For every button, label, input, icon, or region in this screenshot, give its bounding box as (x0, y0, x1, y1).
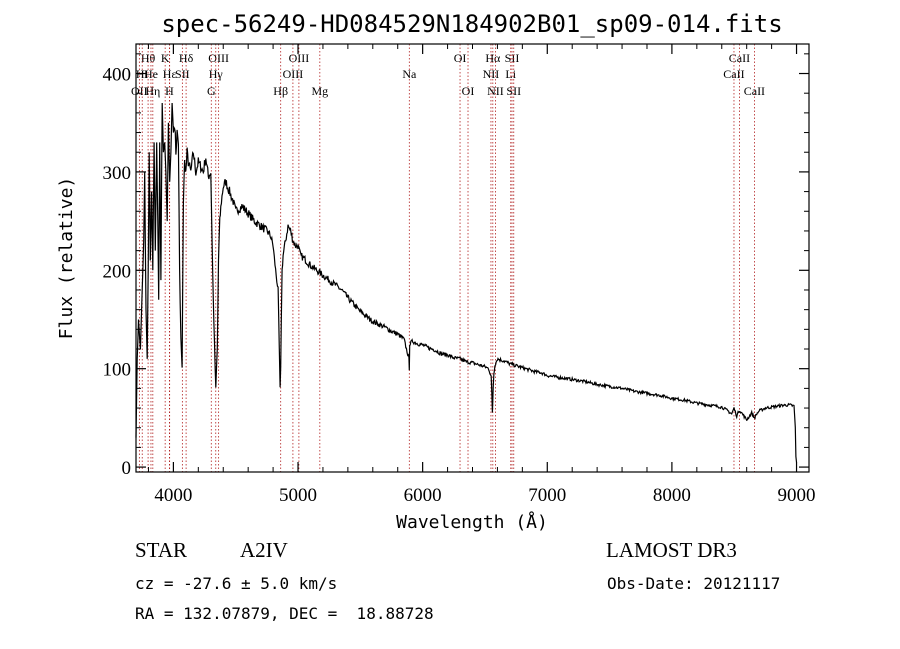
spectral-line-label: Hδ (179, 51, 194, 65)
obs-date: Obs-Date: 20121117 (607, 574, 781, 593)
y-axis-label: Flux (relative) (56, 177, 77, 340)
spectral-line-label: NII (483, 67, 500, 81)
survey-name: LAMOST DR3 (606, 538, 737, 562)
spectral-line-label: OII (131, 84, 148, 98)
y-tick-label: 200 (103, 261, 132, 282)
x-tick-label: 4000 (154, 485, 192, 506)
plot-frame (135, 43, 810, 473)
spectral-line-label: OIII (283, 67, 304, 81)
spectral-line-label: OIII (208, 51, 229, 65)
y-tick-label: 400 (103, 65, 132, 86)
spectral-line-label: Hη (145, 84, 160, 98)
x-tick-label: 6000 (404, 485, 442, 506)
y-tick-label: 0 (122, 458, 132, 479)
spectral-line-label: Li (505, 67, 516, 81)
spectral-line-label: SII (175, 67, 190, 81)
spectral-line-label: CaII (744, 84, 765, 98)
y-tick-label: 300 (103, 163, 132, 184)
spectral-line-label: SII (505, 51, 520, 65)
spectral-line-label: OI (454, 51, 467, 65)
chart-title: spec-56249-HD084529N184902B01_sp09-014.f… (161, 10, 782, 38)
spectral-line-label: OI (462, 84, 475, 98)
spectral-line-label: K (161, 51, 170, 65)
spectral-line-label: NII (487, 84, 504, 98)
spectral-line-label: Hα (485, 51, 501, 65)
object-class: STAR (135, 538, 187, 562)
spectral-line-label: Na (402, 67, 417, 81)
spectral-line-label: Mg (311, 84, 328, 98)
spectral-line-label: Hγ (209, 67, 224, 81)
x-tick-label: 7000 (528, 485, 566, 506)
x-tick-label: 8000 (653, 485, 691, 506)
spectral-lines-layer: HθOIIHIHeHηKHHεSIIHδOIIIHγGHβOIIIOIIIMgN… (131, 44, 765, 472)
y-tick-label: 100 (103, 360, 132, 381)
spectral-line-label: CaII (729, 51, 750, 65)
axis-ticks-layer: 4000 5000 6000 7000 8000 9000 0 100 200 300 400 (103, 44, 816, 506)
spectrum-line (135, 102, 798, 463)
x-tick-label: 5000 (279, 485, 317, 506)
spectral-line-label: Hε (163, 67, 177, 81)
spectral-line-label: OIII (289, 51, 310, 65)
spectral-line-label: He (144, 67, 158, 81)
spectral-line-label: Hβ (273, 84, 288, 98)
spectral-line-label: CaII (723, 67, 744, 81)
spectral-line-label: SII (506, 84, 521, 98)
coordinates: RA = 132.07879, DEC = 18.88728 (135, 604, 434, 623)
redshift-readout: cz = -27.6 ± 5.0 km/s (135, 574, 338, 593)
spectral-line-label: Hθ (141, 51, 156, 65)
x-axis-label: Wavelength (Å) (396, 511, 548, 533)
object-subclass: A2IV (240, 538, 288, 562)
spectral-line-label: G (207, 84, 216, 98)
x-tick-label: 9000 (778, 485, 816, 506)
